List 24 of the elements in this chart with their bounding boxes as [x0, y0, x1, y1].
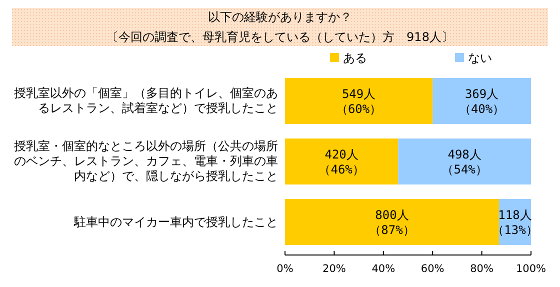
- x-tick-label: 100%: [516, 263, 546, 275]
- chart-subtitle: 〔今回の調査で、母乳育児をしている（していた）方 918人〕: [106, 30, 454, 44]
- data-label: 498人（54%）: [442, 148, 488, 176]
- bar: [432, 78, 531, 124]
- x-tick-label: 60%: [420, 263, 444, 275]
- legend-label: ない: [468, 51, 492, 65]
- x-tick-label: 0%: [276, 263, 294, 275]
- bar: [285, 138, 398, 184]
- data-label: 420人（46%）: [318, 148, 364, 176]
- y-tick-label: 授乳室・個室的なところ以外の場所（公共の場所のベンチ、レストラン、カフェ、電車・列車の車内など）で、隠しながら授乳したこと: [13, 139, 278, 184]
- chart-title: 以下の経験がありますか？: [208, 10, 352, 24]
- bar: [398, 138, 531, 184]
- bar: [285, 199, 500, 245]
- bar: [285, 78, 433, 124]
- data-label: 800人（87%）: [369, 208, 415, 237]
- data-label: 549人（60%）: [336, 87, 382, 116]
- x-tick-label: 80%: [470, 263, 494, 275]
- y-tick-label: 駐車中のマイカー車内で授乳したこと: [72, 214, 278, 230]
- legend-label: ある: [343, 51, 367, 65]
- x-tick-label: 20%: [322, 263, 346, 275]
- y-tick-label: 授乳室以外の「個室」（多目的トイレ、個室のあるレストラン、試着室など）で授乳したこと: [13, 86, 278, 116]
- data-label: 118人（13%）: [492, 208, 538, 237]
- data-label: 369人（40%）: [458, 87, 505, 116]
- x-tick-label: 40%: [372, 263, 396, 275]
